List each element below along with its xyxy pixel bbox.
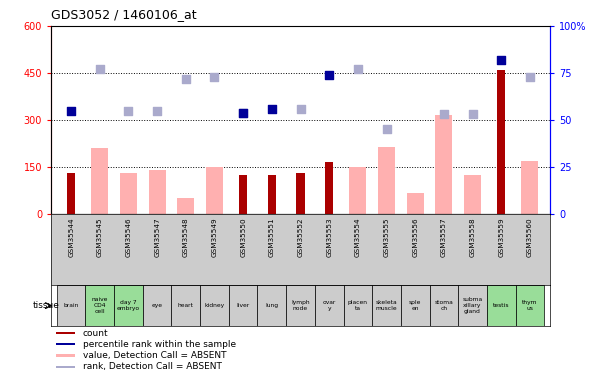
Point: [439, 111, 449, 117]
Text: placen
ta: placen ta: [348, 300, 368, 311]
Text: GSM35552: GSM35552: [297, 217, 304, 257]
Text: percentile rank within the sample: percentile rank within the sample: [83, 340, 236, 349]
Text: GSM35546: GSM35546: [126, 217, 132, 257]
Point: [239, 110, 248, 116]
Point: [210, 74, 219, 80]
Bar: [401, 285, 430, 326]
Point: [353, 66, 362, 72]
Bar: [120, 173, 137, 214]
Text: lymph
node: lymph node: [291, 300, 310, 311]
Text: kidney: kidney: [204, 303, 225, 308]
Text: GSM35560: GSM35560: [527, 217, 533, 257]
Text: ovar
y: ovar y: [323, 300, 336, 311]
Text: GSM35544: GSM35544: [68, 217, 74, 257]
Bar: [406, 194, 424, 214]
Bar: [57, 285, 85, 326]
Bar: [56, 354, 75, 357]
Point: [325, 72, 334, 78]
Text: GSM35555: GSM35555: [383, 217, 389, 257]
Bar: [464, 175, 481, 214]
Bar: [257, 285, 286, 326]
Bar: [114, 285, 143, 326]
Bar: [56, 343, 75, 345]
Point: [181, 76, 191, 82]
Text: naive
CD4
cell: naive CD4 cell: [91, 297, 108, 314]
Bar: [296, 173, 305, 214]
Text: GSM35551: GSM35551: [269, 217, 275, 257]
Text: GSM35548: GSM35548: [183, 217, 189, 257]
Bar: [268, 175, 276, 214]
Point: [525, 74, 535, 80]
Text: thym
us: thym us: [522, 300, 538, 311]
Text: GSM35559: GSM35559: [498, 217, 504, 257]
Text: GDS3052 / 1460106_at: GDS3052 / 1460106_at: [51, 8, 197, 21]
Point: [382, 126, 391, 132]
Text: subma
xillary
gland: subma xillary gland: [462, 297, 483, 314]
Point: [468, 111, 477, 117]
Text: eye: eye: [151, 303, 163, 308]
Text: GSM35545: GSM35545: [97, 217, 103, 257]
Bar: [378, 147, 395, 214]
Bar: [430, 285, 458, 326]
Text: tissue: tissue: [32, 301, 59, 310]
Bar: [497, 70, 505, 214]
Bar: [85, 285, 114, 326]
Bar: [56, 332, 75, 334]
Text: count: count: [83, 328, 108, 338]
Text: GSM35547: GSM35547: [154, 217, 160, 257]
Bar: [286, 285, 315, 326]
Point: [267, 106, 276, 112]
Text: GSM35554: GSM35554: [355, 217, 361, 257]
Bar: [349, 167, 367, 214]
Bar: [372, 285, 401, 326]
Text: value, Detection Call = ABSENT: value, Detection Call = ABSENT: [83, 351, 226, 360]
Text: testis: testis: [493, 303, 510, 308]
Text: heart: heart: [178, 303, 194, 308]
Text: liver: liver: [237, 303, 250, 308]
Bar: [315, 285, 344, 326]
Bar: [148, 170, 166, 214]
Text: GSM35558: GSM35558: [469, 217, 475, 257]
Bar: [91, 148, 108, 214]
Text: stoma
ch: stoma ch: [435, 300, 453, 311]
Bar: [487, 285, 516, 326]
Bar: [200, 285, 229, 326]
Text: rank, Detection Call = ABSENT: rank, Detection Call = ABSENT: [83, 362, 222, 371]
Bar: [458, 285, 487, 326]
Bar: [344, 285, 372, 326]
Text: GSM35553: GSM35553: [326, 217, 332, 257]
Bar: [229, 285, 257, 326]
Point: [296, 106, 305, 112]
Text: lung: lung: [265, 303, 278, 308]
Bar: [239, 175, 247, 214]
Bar: [325, 162, 333, 214]
Bar: [177, 198, 195, 214]
Text: GSM35556: GSM35556: [412, 217, 418, 257]
Bar: [521, 160, 538, 214]
Text: GSM35557: GSM35557: [441, 217, 447, 257]
Point: [152, 108, 162, 114]
Text: day 7
embryо: day 7 embryо: [117, 300, 140, 311]
Text: brain: brain: [64, 303, 79, 308]
Point: [124, 108, 133, 114]
Bar: [435, 116, 453, 214]
Point: [496, 57, 506, 63]
Point: [239, 110, 248, 116]
Text: skeleta
muscle: skeleta muscle: [376, 300, 397, 311]
Point: [66, 108, 76, 114]
Bar: [516, 285, 544, 326]
Text: GSM35550: GSM35550: [240, 217, 246, 257]
Bar: [206, 167, 223, 214]
Point: [95, 66, 105, 72]
Bar: [171, 285, 200, 326]
Text: sple
en: sple en: [409, 300, 421, 311]
Text: GSM35549: GSM35549: [212, 217, 218, 257]
Bar: [67, 173, 75, 214]
Bar: [143, 285, 171, 326]
Bar: [56, 366, 75, 368]
